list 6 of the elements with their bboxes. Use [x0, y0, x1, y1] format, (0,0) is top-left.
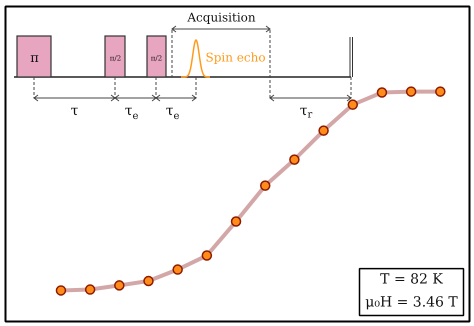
text: π	[30, 50, 40, 66]
annotation: μ₀H = 3.46 T	[365, 294, 458, 311]
annotation: T = 82 K	[380, 272, 444, 288]
text: Spin echo	[206, 50, 266, 64]
text: Acquisition	[186, 10, 256, 24]
annotation: τ	[70, 103, 79, 120]
